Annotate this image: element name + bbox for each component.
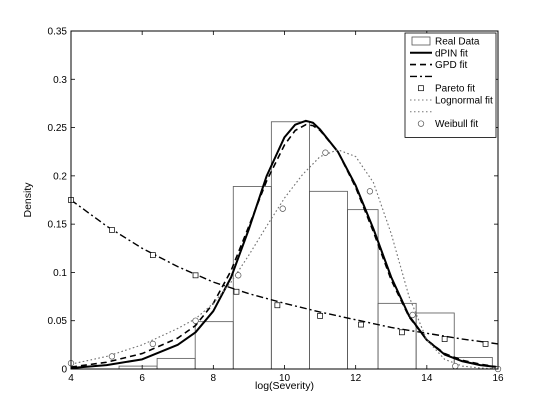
legend-swatch xyxy=(411,36,431,46)
y-tick-label: 0.2 xyxy=(53,171,67,182)
pareto-marker xyxy=(149,252,156,258)
weibull-marker xyxy=(452,362,459,370)
legend-swatch xyxy=(418,85,424,92)
weibull-marker xyxy=(409,311,416,319)
legend-label: Weibull fit xyxy=(435,119,478,130)
legend-label: Pareto fit xyxy=(435,84,475,95)
pareto-marker xyxy=(233,288,240,295)
weibull-marker xyxy=(108,353,116,360)
pareto-marker xyxy=(399,329,405,336)
series-line xyxy=(70,199,499,345)
legend-label: GPD fit xyxy=(435,60,467,71)
legend-box xyxy=(404,32,497,138)
legend-label: Real Data xyxy=(435,37,480,48)
axes: 4 6 8 10 12 14 16 0 0.05 0.1 0.15 0.2 0.25 0.3 0.35 xyxy=(48,27,504,385)
y-tick-label: 0.1 xyxy=(53,268,67,279)
pareto-marker xyxy=(482,341,489,347)
weibull-marker xyxy=(235,272,242,279)
weibull-marker xyxy=(366,188,374,195)
weibull-marker xyxy=(149,340,156,348)
fit-curves xyxy=(67,119,502,373)
x-tick-label: 10 xyxy=(279,373,291,384)
y-tick-label: 0.15 xyxy=(48,220,68,231)
weibull-marker xyxy=(322,149,329,156)
pareto-marker xyxy=(274,302,281,309)
x-tick-label: 14 xyxy=(421,373,433,384)
pareto-marker xyxy=(317,313,323,319)
x-tick-label: 12 xyxy=(350,373,362,384)
pareto-marker xyxy=(358,321,364,328)
y-tick-label: 0.05 xyxy=(48,316,68,327)
y-tick-label: 0.35 xyxy=(48,27,68,38)
y-tick-label: 0 xyxy=(61,365,67,376)
x-tick-label: 8 xyxy=(211,373,217,384)
x-tick-label: 16 xyxy=(492,373,504,384)
x-axis-label: log(Severity) xyxy=(255,380,314,392)
pareto-marker xyxy=(192,272,199,279)
x-tick-label: 4 xyxy=(68,373,74,384)
pareto-marker xyxy=(109,227,115,233)
x-tick-label: 6 xyxy=(139,373,145,384)
series-line xyxy=(70,149,499,370)
legend-swatch xyxy=(417,120,425,127)
legend-label: Lognormal fit xyxy=(435,96,493,107)
y-tick-label: 0.25 xyxy=(48,123,68,134)
y-axis-label: Density xyxy=(22,182,34,218)
y-tick-label: 0.3 xyxy=(53,75,67,86)
legend-label: dPIN fit xyxy=(435,48,468,59)
pareto-marker xyxy=(441,336,448,342)
weibull-marker xyxy=(192,317,199,324)
weibull-marker xyxy=(279,205,286,212)
series-line xyxy=(70,123,499,368)
